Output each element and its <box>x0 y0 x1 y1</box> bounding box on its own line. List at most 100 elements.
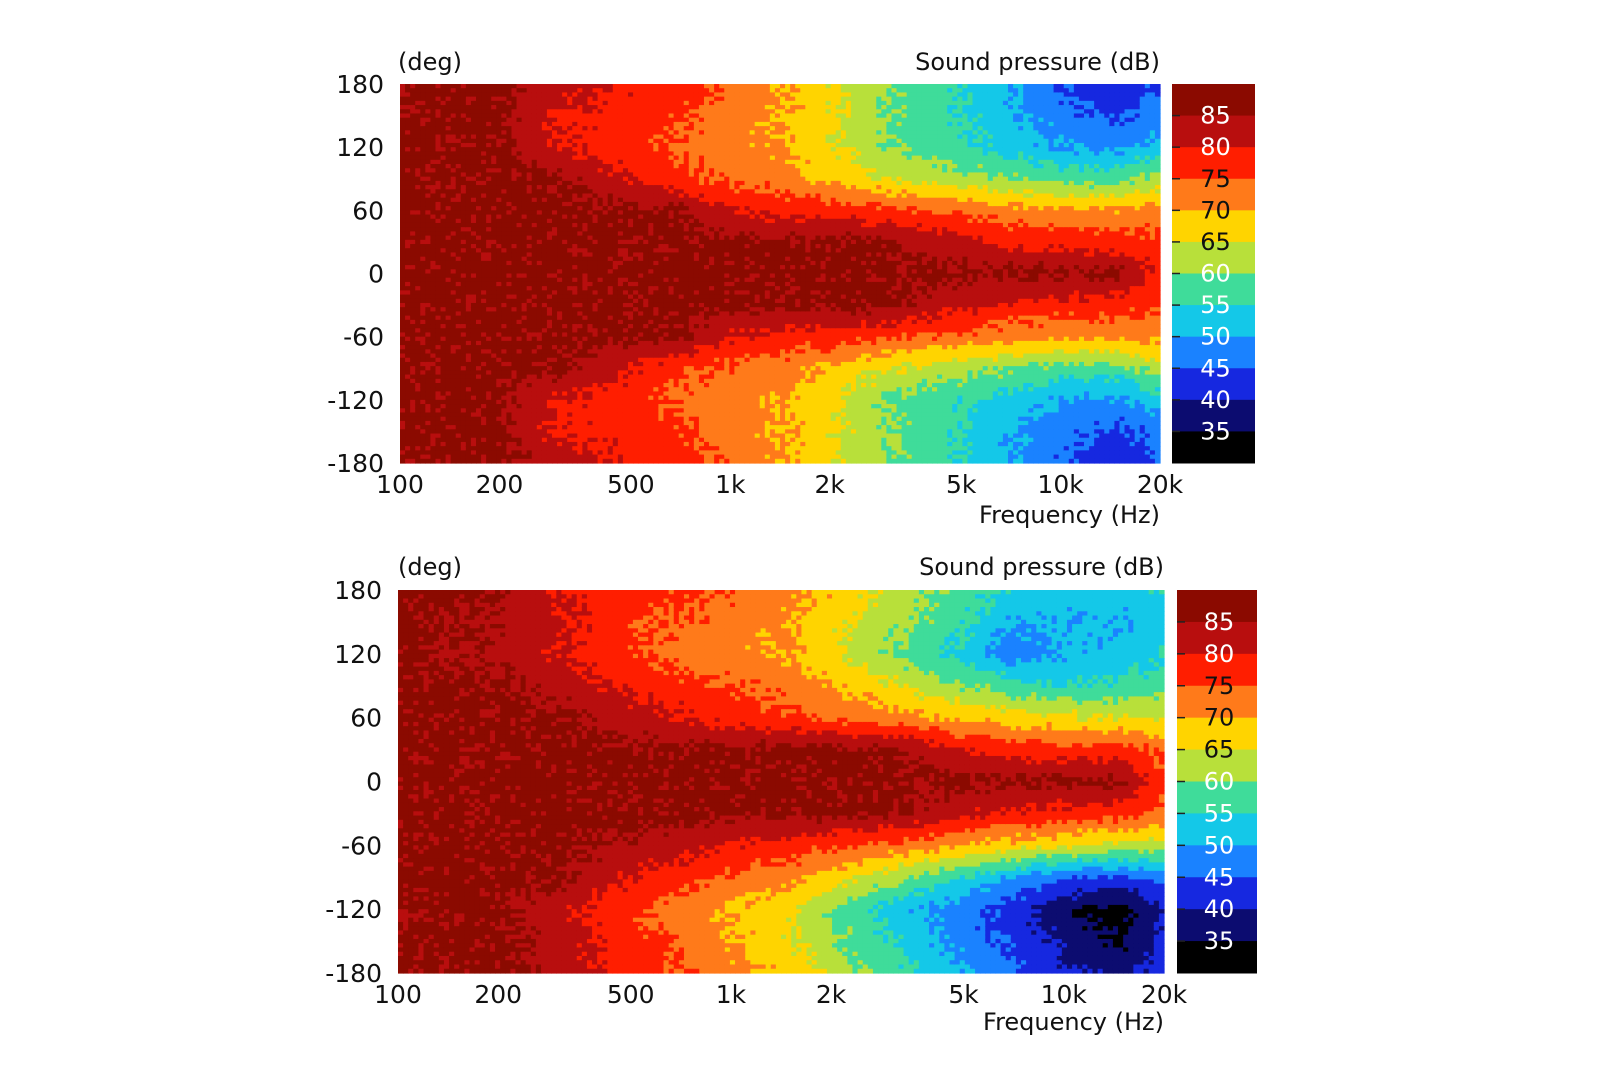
heatmap-cell <box>633 130 639 135</box>
heatmap-cell <box>471 84 477 89</box>
heatmap-cell <box>476 215 482 220</box>
colorbar-title: Sound pressure (dB) <box>915 48 1160 76</box>
heatmap-cell <box>415 181 421 186</box>
heatmap-cell <box>572 202 578 207</box>
heatmap-cell <box>557 421 563 426</box>
heatmap-cell <box>517 383 523 388</box>
heatmap-cell <box>461 412 467 417</box>
heatmap-cell <box>501 366 507 371</box>
heatmap-cell <box>567 387 573 392</box>
heatmap-cell <box>425 421 431 426</box>
heatmap-cell <box>547 328 553 333</box>
heatmap-cell <box>420 438 426 443</box>
heatmap-cell <box>481 400 487 405</box>
heatmap-cell <box>613 379 619 384</box>
heatmap-cell <box>613 172 619 177</box>
heatmap-cell <box>562 215 568 220</box>
heatmap-cell <box>506 274 512 279</box>
heatmap-cell <box>400 446 406 451</box>
heatmap-cell <box>461 391 467 396</box>
heatmap-cell <box>420 375 426 380</box>
heatmap-cell <box>552 332 558 337</box>
heatmap-cell <box>481 446 487 451</box>
heatmap-cell <box>415 459 421 464</box>
heatmap-cell <box>496 332 502 337</box>
heatmap-cell <box>522 375 528 380</box>
heatmap-cell <box>430 328 436 333</box>
heatmap-cell <box>405 383 411 388</box>
heatmap-cell <box>587 391 593 396</box>
heatmap-cell <box>608 172 614 177</box>
heatmap-cell <box>435 459 441 464</box>
heatmap-cell <box>461 345 467 350</box>
heatmap-cell <box>420 341 426 346</box>
heatmap-cell <box>542 135 548 140</box>
heatmap-cell <box>587 139 593 144</box>
heatmap-cell <box>481 311 487 316</box>
heatmap-cell <box>466 227 472 232</box>
heatmap-cell <box>511 147 517 152</box>
heatmap-cell <box>527 332 533 337</box>
heatmap-cell <box>593 278 599 283</box>
heatmap-cell <box>527 400 533 405</box>
heatmap-cell <box>582 88 588 93</box>
heatmap-cell <box>430 185 436 190</box>
heatmap-cell <box>527 177 533 182</box>
heatmap-cell <box>425 168 431 173</box>
heatmap-cell <box>456 387 462 392</box>
heatmap-cell <box>476 396 482 401</box>
heatmap-cell <box>598 236 604 241</box>
heatmap-cell <box>435 84 441 89</box>
heatmap-cell <box>613 408 619 413</box>
heatmap-cell <box>598 135 604 140</box>
heatmap-cell <box>517 210 523 215</box>
heatmap-cell <box>506 383 512 388</box>
heatmap-cell <box>557 223 563 228</box>
heatmap-cell <box>400 143 406 148</box>
heatmap-cell <box>511 97 517 102</box>
heatmap-cell <box>582 290 588 295</box>
heatmap-cell <box>501 130 507 135</box>
heatmap-cell <box>577 442 583 447</box>
heatmap-cell <box>593 202 599 207</box>
heatmap-cell <box>567 193 573 198</box>
heatmap-cell <box>618 206 624 211</box>
heatmap-cell <box>522 429 528 434</box>
heatmap-cell <box>577 269 583 274</box>
heatmap-cell <box>522 160 528 165</box>
heatmap-cell <box>572 143 578 148</box>
heatmap-cell <box>587 417 593 422</box>
heatmap-cell <box>506 341 512 346</box>
heatmap-cell <box>481 164 487 169</box>
heatmap-cell <box>562 113 568 118</box>
heatmap-cell <box>481 143 487 148</box>
heatmap-cell <box>435 404 441 409</box>
heatmap-cell <box>496 240 502 245</box>
heatmap-cell <box>506 320 512 325</box>
heatmap-cell <box>552 126 558 131</box>
heatmap-cell <box>532 198 538 203</box>
heatmap-cell <box>456 261 462 266</box>
heatmap-cell <box>446 429 452 434</box>
heatmap-cell <box>491 219 497 224</box>
heatmap-cell <box>476 286 482 291</box>
heatmap-cell <box>446 379 452 384</box>
heatmap-cell <box>405 354 411 359</box>
heatmap-cell <box>461 438 467 443</box>
heatmap-cell <box>522 341 528 346</box>
heatmap-cell <box>608 198 614 203</box>
heatmap-cell <box>603 286 609 291</box>
heatmap-cell <box>562 324 568 329</box>
heatmap-cell <box>593 286 599 291</box>
heatmap-cell <box>481 375 487 380</box>
heatmap-cell <box>511 421 517 426</box>
heatmap-cell <box>633 396 639 401</box>
heatmap-cell <box>466 202 472 207</box>
heatmap-cell <box>613 307 619 312</box>
heatmap-cell <box>547 147 553 152</box>
heatmap-cell <box>481 320 487 325</box>
heatmap-cell <box>567 269 573 274</box>
heatmap-cell <box>542 316 548 321</box>
heatmap-cell <box>537 118 543 123</box>
heatmap-cell <box>425 307 431 312</box>
